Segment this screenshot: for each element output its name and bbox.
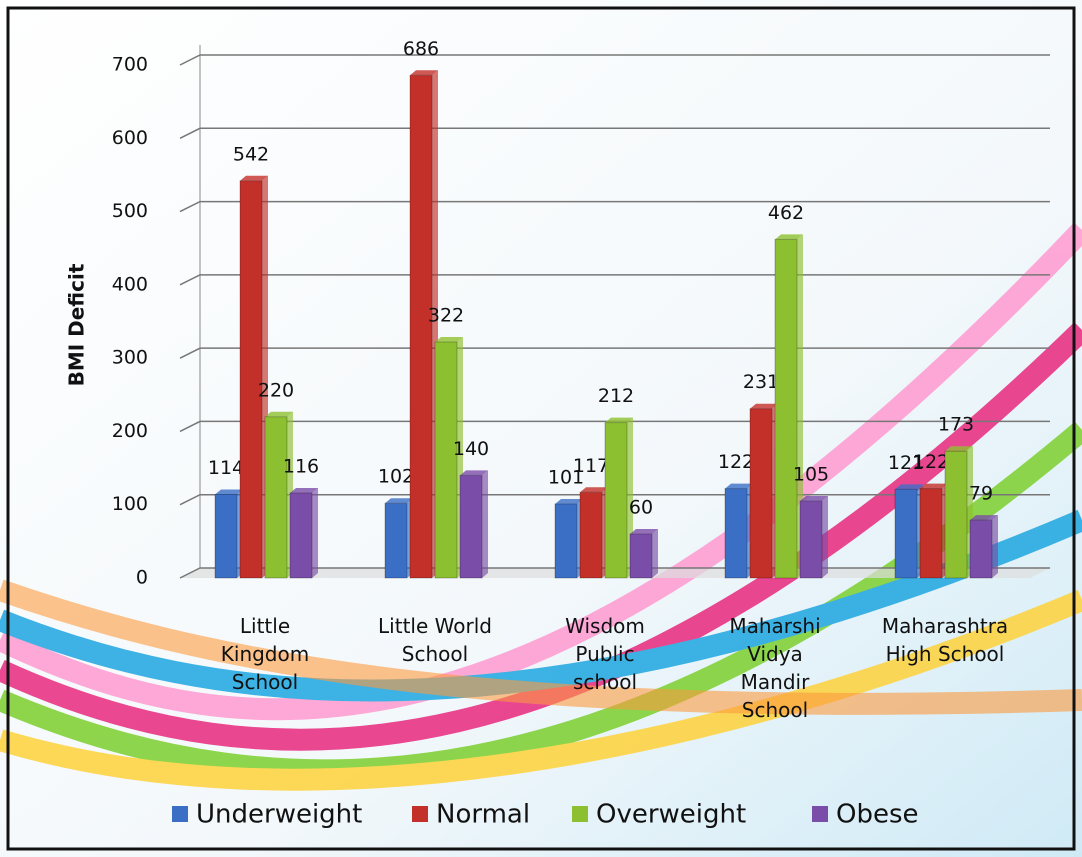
bar-top xyxy=(215,489,243,495)
bar-side xyxy=(312,487,318,578)
bar xyxy=(264,416,288,579)
grid-line xyxy=(179,347,1050,359)
bar-top xyxy=(580,487,608,493)
y-axis-label: BMI Deficit xyxy=(65,263,89,386)
value-label: 542 xyxy=(233,143,269,165)
bar xyxy=(799,500,823,579)
bar xyxy=(749,408,773,579)
bar-top xyxy=(265,411,293,417)
frame xyxy=(6,6,1076,851)
bar xyxy=(289,492,313,579)
y-tick-label: 500 xyxy=(112,200,148,222)
value-label: 122 xyxy=(718,451,754,473)
bar-side xyxy=(482,470,488,578)
bar xyxy=(434,341,458,579)
bar-top xyxy=(240,175,268,181)
value-label: 322 xyxy=(428,305,464,327)
y-tick-label: 400 xyxy=(112,273,148,295)
legend-swatch xyxy=(172,806,188,822)
bar-top xyxy=(290,487,318,493)
decoration xyxy=(0,222,1082,791)
value-label: 114 xyxy=(208,457,244,479)
bar-top xyxy=(920,483,948,489)
y-tick-label: 700 xyxy=(112,54,148,76)
bar-top xyxy=(970,515,998,521)
bar xyxy=(239,180,263,579)
grid-line xyxy=(179,200,1050,213)
grid-line xyxy=(179,274,1050,286)
value-label: 140 xyxy=(453,438,489,460)
grid-line xyxy=(179,127,1050,139)
legend-swatch xyxy=(412,806,428,822)
value-label: 121 xyxy=(888,452,924,474)
x-tick-label: Wisdom Public school xyxy=(565,614,645,694)
bar xyxy=(919,488,943,579)
y-tick-label: 200 xyxy=(112,420,148,442)
bar-top xyxy=(895,484,923,490)
x-tick-label: Little World School xyxy=(378,614,492,666)
legend-label: Obese xyxy=(836,800,919,830)
value-label: 102 xyxy=(378,466,414,488)
bar xyxy=(894,488,918,579)
y-tick-label: 600 xyxy=(112,127,148,149)
bar-top xyxy=(945,446,973,452)
bar-side xyxy=(822,496,828,578)
y-tick-label: 100 xyxy=(112,493,148,515)
bar xyxy=(604,422,628,579)
value-label: 462 xyxy=(768,202,804,224)
legend-label: Normal xyxy=(436,800,530,830)
bar-top xyxy=(630,529,658,535)
bar-top xyxy=(385,498,413,504)
bar-side xyxy=(652,529,658,578)
bar xyxy=(969,519,993,579)
bar-top xyxy=(750,403,778,409)
bar xyxy=(724,488,748,579)
legend-label: Underweight xyxy=(196,800,362,830)
bar-top xyxy=(725,483,753,489)
bar xyxy=(554,503,578,579)
value-label: 116 xyxy=(283,455,319,477)
bar-top xyxy=(800,496,828,502)
bar-side xyxy=(992,515,998,578)
value-label: 231 xyxy=(743,371,779,393)
bar-top xyxy=(555,498,583,504)
value-label: 212 xyxy=(598,385,634,407)
bar xyxy=(384,502,408,579)
bar xyxy=(774,238,798,579)
x-tick-label: Maharshi Vidya Mandir School xyxy=(729,614,821,722)
bar xyxy=(409,74,433,579)
y-tick-label: 300 xyxy=(112,347,148,369)
bar-top xyxy=(605,417,633,423)
value-label: 79 xyxy=(969,483,993,505)
legend: Underweight Normal Overweight Obese xyxy=(172,800,919,830)
value-label: 220 xyxy=(258,379,294,401)
bar xyxy=(214,493,238,579)
bar xyxy=(944,450,968,579)
legend-swatch xyxy=(572,806,588,822)
grid-line xyxy=(179,54,1050,66)
value-label: 60 xyxy=(629,497,653,519)
y-tick-label: 0 xyxy=(136,567,148,589)
value-label: 117 xyxy=(573,455,609,477)
value-label: 173 xyxy=(938,414,974,436)
bar-top xyxy=(460,470,488,476)
legend-swatch xyxy=(812,806,828,822)
bar xyxy=(629,533,653,579)
value-label: 101 xyxy=(548,466,584,488)
bar-top xyxy=(775,234,803,240)
bar xyxy=(459,474,483,579)
bar-side xyxy=(797,234,803,579)
value-label: 105 xyxy=(793,464,829,486)
x-tick-label: Little Kingdom School xyxy=(220,614,310,694)
bar-top xyxy=(410,70,438,76)
x-tick-label: Maharashtra High School xyxy=(881,614,1009,666)
bar xyxy=(579,491,603,579)
value-label: 686 xyxy=(403,38,439,60)
bar-top xyxy=(435,337,463,343)
value-label: 122 xyxy=(913,451,949,473)
legend-label: Overweight xyxy=(596,800,746,830)
